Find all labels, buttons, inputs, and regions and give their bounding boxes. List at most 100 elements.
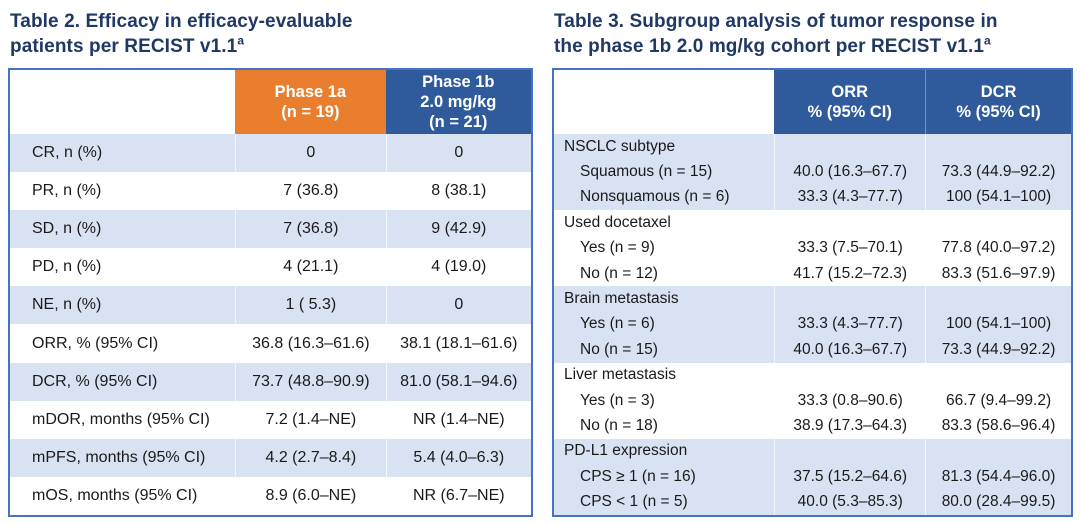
orr-value: 37.5 (15.2–64.6) [774, 464, 925, 490]
table3-title-footnote-marker: a [984, 33, 991, 48]
dcr-value: 83.3 (51.6–97.9) [941, 264, 1056, 282]
orr-value: 40.0 (16.3–67.7) [774, 159, 925, 185]
header-line: Phase 1a [274, 83, 347, 101]
table3-row-squamous: Squamous (n = 15) 40.0 (16.3–67.7) 73.3 … [554, 159, 1071, 185]
empty-cell [925, 363, 1071, 388]
phase1a-value: 36.8 (16.3–61.6) [252, 334, 370, 352]
dcr-value: 81.3 (54.4–96.0) [925, 464, 1071, 490]
table3-row-brain-no: No (n = 15) 40.0 (16.3–67.7) 73.3 (44.9–… [554, 337, 1071, 363]
dcr-value: 73.3 (44.9–92.2) [925, 159, 1071, 185]
orr-value: 33.3 (0.8–90.6) [797, 391, 903, 409]
row-label: NE, n (%) [32, 296, 102, 314]
row-label: Nonsquamous (n = 6) [580, 188, 730, 206]
row-label: No (n = 15) [580, 340, 658, 358]
row-label: SD, n (%) [32, 220, 102, 238]
table2-header-phase1b: Phase 1b 2.0 mg/kg (n = 21) [385, 70, 531, 134]
row-label: mPFS, months (95% CI) [32, 448, 206, 466]
table2-title-footnote-marker: a [237, 33, 245, 48]
table3-header-orr: ORR % (95% CI) [774, 70, 926, 134]
header-line: 2.0 mg/kg [420, 93, 497, 111]
table3-row-docetaxel-no: No (n = 12) 41.7 (15.2–72.3) 83.3 (51.6–… [554, 261, 1071, 286]
table2-header-row: Phase 1a (n = 19) Phase 1b 2.0 mg/kg (n … [10, 70, 531, 134]
table2-row-pd: PD, n (%) 4 (21.1) 4 (19.0) [10, 248, 531, 286]
header-line: Phase 1b [422, 73, 495, 91]
empty-cell [925, 210, 1071, 235]
table2-title: Table 2. Efficacy in efficacy-evaluable … [10, 9, 533, 59]
phase1a-value: 8.9 (6.0–NE) [265, 486, 357, 504]
phase1b-value: 4 (19.0) [431, 258, 487, 276]
orr-value: 33.3 (7.5–70.1) [797, 239, 903, 257]
row-label: Yes (n = 9) [580, 239, 655, 257]
table2-row-mpfs: mPFS, months (95% CI) 4.2 (2.7–8.4) 5.4 … [10, 438, 531, 477]
phase1a-value: 0 [235, 134, 386, 173]
group-label: Brain metastasis [564, 290, 679, 308]
subgroup-used-docetaxel: Used docetaxel Yes (n = 9) 33.3 (7.5–70.… [554, 210, 1071, 286]
orr-value: 33.3 (4.3–77.7) [774, 184, 925, 211]
header-line: (n = 19) [281, 103, 340, 121]
empty-cell [774, 438, 925, 465]
phase1a-value: 7 (36.8) [283, 182, 339, 200]
dcr-value: 83.3 (58.6–96.4) [941, 417, 1056, 435]
phase1b-value: 0 [385, 134, 531, 173]
table2-row-cr: CR, n (%) 0 0 [10, 134, 531, 173]
table3-title-line1: Table 3. Subgroup analysis of tumor resp… [554, 11, 998, 32]
table3-title-line2: the phase 1b 2.0 mg/kg cohort per RECIST… [554, 36, 985, 57]
orr-value: 38.9 (17.3–64.3) [793, 417, 908, 435]
table3: ORR % (95% CI) DCR % (95% CI) NSCLC subt… [552, 68, 1073, 517]
group-label-row: Brain metastasis [554, 286, 1071, 312]
table2-body: CR, n (%) 0 0 PR, n (%) 7 (36.8) 8 (38.1… [10, 134, 531, 515]
table2-row-mos: mOS, months (95% CI) 8.9 (6.0–NE) NR (6.… [10, 477, 531, 515]
phase1a-value: 73.7 (48.8–90.9) [235, 362, 386, 401]
table2-row-dcr: DCR, % (95% CI) 73.7 (48.8–90.9) 81.0 (5… [10, 362, 531, 401]
table3-row-brain-yes: Yes (n = 6) 33.3 (4.3–77.7) 100 (54.1–10… [554, 311, 1071, 338]
phase1b-value: 0 [385, 286, 531, 325]
empty-cell [774, 134, 925, 160]
row-label: CR, n (%) [32, 144, 103, 162]
table2-row-mdor: mDOR, months (95% CI) 7.2 (1.4–NE) NR (1… [10, 401, 531, 439]
subgroup-liver-metastasis: Liver metastasis Yes (n = 3) 33.3 (0.8–9… [554, 363, 1071, 439]
orr-value: 40.0 (16.3–67.7) [774, 337, 925, 363]
group-label: Liver metastasis [564, 366, 676, 384]
orr-value: 40.0 (5.3–85.3) [774, 489, 925, 515]
row-label: Yes (n = 3) [580, 391, 655, 409]
phase1a-value: 7.2 (1.4–NE) [265, 410, 357, 428]
row-label: CPS ≥ 1 (n = 16) [580, 467, 696, 485]
row-label: PD, n (%) [32, 258, 102, 276]
subgroup-brain-metastasis: Brain metastasis Yes (n = 6) 33.3 (4.3–7… [554, 286, 1071, 363]
phase1a-value: 4 (21.1) [283, 258, 339, 276]
empty-cell [925, 286, 1071, 312]
row-label: DCR, % (95% CI) [32, 372, 158, 390]
row-label: PR, n (%) [32, 182, 102, 200]
row-label: mDOR, months (95% CI) [32, 410, 210, 428]
table2-row-orr: ORR, % (95% CI) 36.8 (16.3–61.6) 38.1 (1… [10, 324, 531, 362]
table3-row-nonsquamous: Nonsquamous (n = 6) 33.3 (4.3–77.7) 100 … [554, 184, 1071, 211]
group-label-row: Used docetaxel [554, 210, 1071, 235]
row-label: Squamous (n = 15) [580, 163, 713, 181]
table2-title-line1: Table 2. Efficacy in efficacy-evaluable [10, 11, 353, 32]
phase1a-value: 7 (36.8) [235, 210, 386, 249]
phase1a-value: 1 ( 5.3) [235, 286, 386, 325]
dcr-value: 80.0 (28.4–99.5) [925, 489, 1071, 515]
phase1b-value: 5.4 (4.0–6.3) [385, 438, 531, 477]
header-line: % (95% CI) [956, 103, 1041, 121]
subgroup-nsclc-subtype: NSCLC subtype Squamous (n = 15) 40.0 (16… [554, 134, 1071, 211]
table3-header-dcr: DCR % (95% CI) [925, 70, 1071, 134]
row-label: CPS < 1 (n = 5) [580, 493, 688, 511]
dcr-value: 100 (54.1–100) [925, 311, 1071, 338]
table3-row-docetaxel-yes: Yes (n = 9) 33.3 (7.5–70.1) 77.8 (40.0–9… [554, 236, 1071, 261]
phase1a-value: 4.2 (2.7–8.4) [235, 438, 386, 477]
empty-cell [774, 363, 925, 388]
header-line: DCR [980, 83, 1017, 101]
table2-row-pr: PR, n (%) 7 (36.8) 8 (38.1) [10, 172, 531, 210]
empty-cell [774, 286, 925, 312]
orr-value: 41.7 (15.2–72.3) [793, 264, 908, 282]
table2-header-phase1a: Phase 1a (n = 19) [235, 70, 386, 134]
table3-row-liver-no: No (n = 18) 38.9 (17.3–64.3) 83.3 (58.6–… [554, 413, 1071, 438]
dcr-value: 66.7 (9.4–99.2) [946, 391, 1052, 409]
row-label: Yes (n = 6) [580, 315, 655, 333]
table3-body: NSCLC subtype Squamous (n = 15) 40.0 (16… [554, 134, 1071, 515]
group-label: PD-L1 expression [564, 442, 688, 460]
dcr-value: 73.3 (44.9–92.2) [925, 337, 1071, 363]
subgroup-pdl1-expression: PD-L1 expression CPS ≥ 1 (n = 16) 37.5 (… [554, 438, 1071, 515]
